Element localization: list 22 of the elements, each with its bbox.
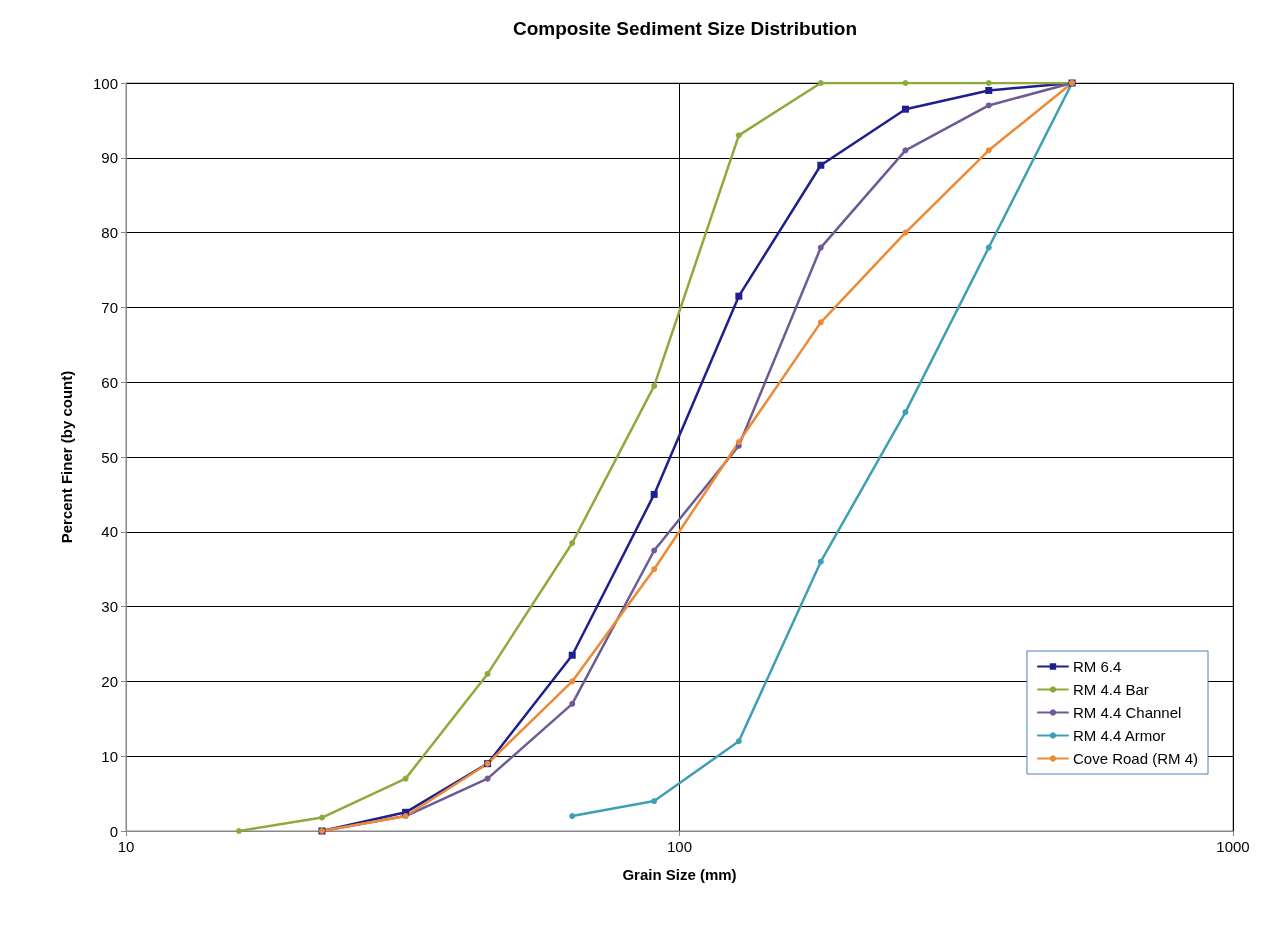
x-tick-label: 100 — [666, 838, 693, 855]
y-tick-label: 10 — [101, 747, 118, 765]
y-tick-label: 90 — [101, 149, 118, 167]
y-tick-label: 30 — [101, 598, 118, 616]
legend-label: RM 4.4 Bar — [1072, 681, 1149, 698]
y-tick-label: 50 — [101, 448, 118, 466]
y-tick-label: 40 — [101, 523, 118, 541]
legend-label: RM 6.4 — [1072, 658, 1122, 675]
y-tick-label: 20 — [101, 672, 118, 690]
y-tick-label: 60 — [101, 373, 118, 391]
y-axis-title: Percent Finer (by count) — [58, 370, 75, 544]
y-tick-label: 100 — [92, 74, 118, 92]
x-tick-label: 10 — [117, 838, 135, 855]
chart-title: Composite Sediment Size Distribution — [512, 18, 858, 39]
x-axis-title: Grain Size (mm) — [622, 866, 737, 883]
legend-label: RM 4.4 Channel — [1072, 704, 1182, 721]
legend-label: Cove Road (RM 4) — [1072, 750, 1199, 767]
legend-label: RM 4.4 Armor — [1072, 727, 1166, 744]
x-tick-label: 1000 — [1216, 838, 1250, 855]
y-tick-label: 0 — [109, 822, 118, 840]
y-tick-label: 80 — [101, 224, 118, 242]
y-tick-label: 70 — [101, 298, 118, 316]
